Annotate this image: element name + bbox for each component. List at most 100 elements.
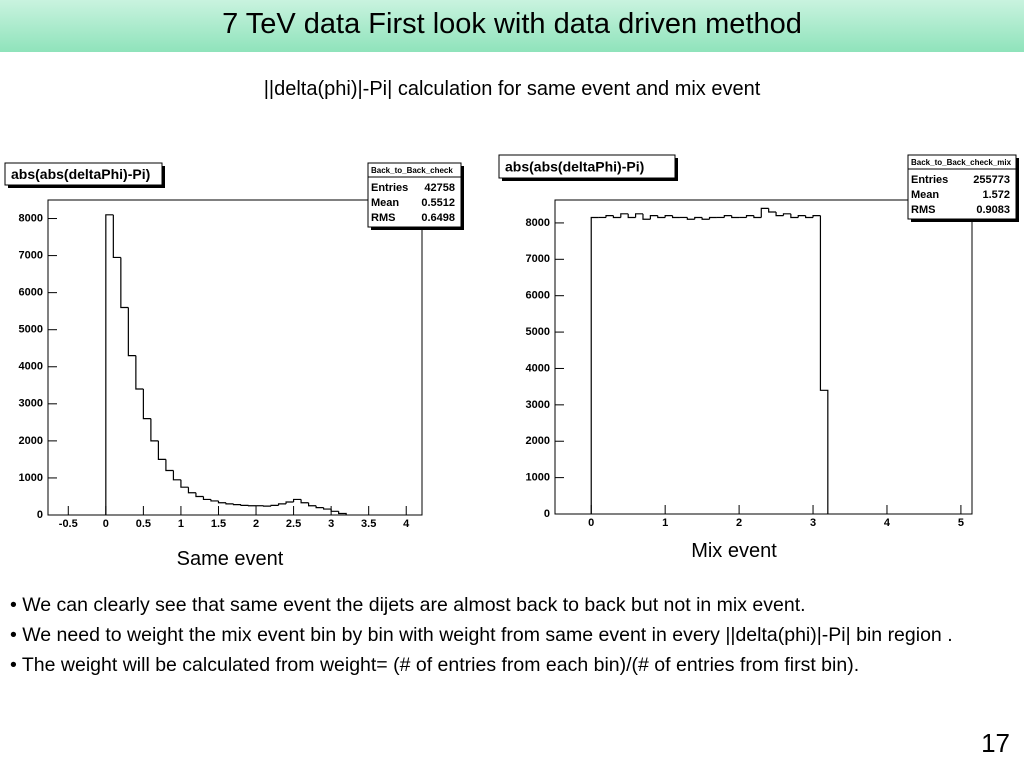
bullet: • We need to weight the mix event bin by… [10,624,953,646]
histogram-bin [797,215,806,218]
histogram-bin [225,502,234,505]
y-tick-label: 3000 [526,399,550,411]
histogram-bin [195,492,204,498]
histogram-bin [649,215,658,220]
x-tick-label: 0.5 [136,518,151,530]
caption: Mix event [691,540,777,562]
stats-label: RMS [911,204,935,216]
histogram-bin [753,215,762,219]
histogram-bin [307,502,317,507]
y-tick-label: 3000 [19,398,43,410]
stats-value: 1.572 [982,189,1010,201]
histogram-bin [760,207,769,218]
histogram-bin [330,509,339,512]
histogram-bin [812,215,821,218]
y-tick-label: 0 [37,509,43,521]
title-bar [0,0,1024,52]
histogram-bin [150,418,159,442]
histogram-bin [612,215,621,219]
histogram-title: abs(abs(deltaPhi)-Pi) [505,159,644,175]
histogram-bin [165,459,174,472]
stats-box [907,154,1017,220]
x-tick-label: -0.5 [59,518,78,530]
stats-name: Back_to_Back_check [371,166,453,175]
histogram-bin [202,496,211,501]
histogram-bin [217,500,226,504]
histogram-bin [664,215,673,218]
histogram-bin [686,217,695,220]
stats-label: Mean [911,189,939,201]
slide-title: 7 TeV data First look with data driven m… [222,8,802,40]
histogram-bin [240,504,249,506]
histogram-bin [232,503,242,506]
histogram-bin [142,389,151,420]
x-tick-label: 5 [958,517,964,529]
x-tick-label: 4 [403,518,410,530]
x-tick-label: 3 [328,518,334,530]
histogram-bin [120,257,129,309]
histogram-bin [671,215,680,219]
histogram-bin [657,215,666,219]
bullet: • The weight will be calculated from wei… [10,654,860,676]
histogram-bin [790,213,799,219]
histogram-bin [180,479,189,488]
histogram-bin [642,213,651,220]
histogram-bin [210,499,219,502]
histogram-bin [323,507,332,510]
y-tick-label: 2000 [19,435,43,447]
histogram-bin [135,355,144,390]
x-tick-label: 1 [662,517,668,529]
y-tick-label: 1000 [526,472,550,484]
histogram-bin [187,487,196,494]
stats-name: Back_to_Back_check_mix [911,158,1012,167]
y-tick-label: 8000 [526,217,550,229]
histogram-bin [819,215,829,514]
stats-box [367,162,462,228]
plot-frame [47,199,423,516]
histogram-bin [270,504,279,507]
x-tick-label: 2.5 [286,518,301,530]
histogram-bin [590,216,599,514]
histogram-bin [605,215,614,218]
y-tick-label: 1000 [19,472,43,484]
x-tick-label: 4 [884,517,891,529]
histogram-bin [701,217,710,220]
stats-label: Entries [911,174,948,186]
histogram-bin [805,215,814,219]
histogram-bin [157,440,166,461]
histogram-bin [338,511,347,515]
stats-label: Mean [371,197,399,209]
y-tick-label: 4000 [526,362,550,374]
stats-value: 0.9083 [976,204,1010,216]
y-tick-label: 7000 [526,253,550,265]
y-tick-label: 8000 [19,212,43,224]
x-tick-label: 2 [736,517,742,529]
y-tick-label: 4000 [19,361,43,373]
histogram-bin [315,505,324,509]
caption: Same event [177,548,284,570]
histogram-bin [694,216,703,220]
x-tick-label: 3 [810,517,816,529]
plot-frame [554,199,973,515]
histogram-bin [292,498,302,503]
x-tick-label: 2 [253,518,259,530]
stats-label: RMS [371,212,395,224]
histogram-bin [723,215,732,218]
bullet-list: • We can clearly see that same event the… [10,590,1010,680]
y-tick-label: 2000 [526,435,550,447]
histogram-bin [620,213,629,218]
histogram-bin [745,215,754,218]
histogram-bin [775,212,784,217]
stats-label: Entries [371,182,408,194]
histogram-bin [285,501,294,504]
histogram-bin [172,470,181,481]
y-tick-label: 5000 [19,324,43,336]
x-tick-label: 3.5 [361,518,376,530]
stats-value: 42758 [424,182,455,194]
histogram-bin [708,216,717,220]
histogram-bin [300,499,309,504]
histogram-bin [634,213,643,218]
histogram-bin [731,215,740,219]
